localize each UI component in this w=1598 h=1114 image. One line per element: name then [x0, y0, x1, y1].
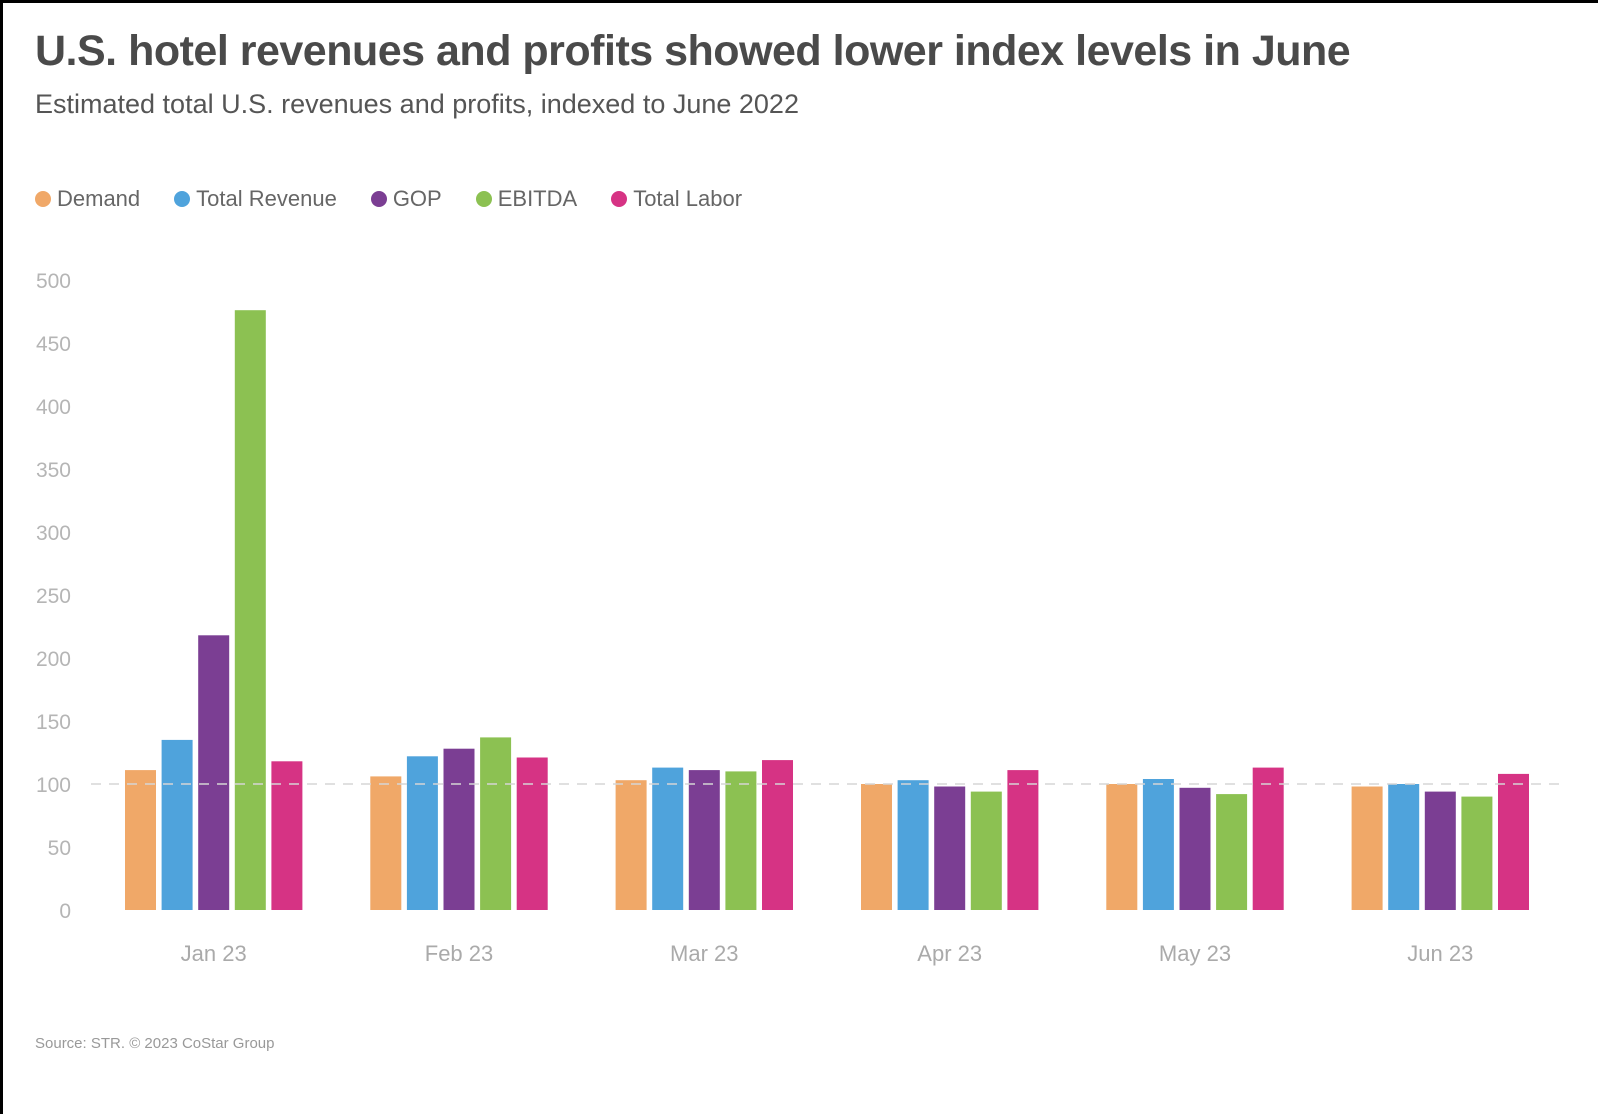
- legend-label-demand: Demand: [57, 186, 141, 211]
- y-tick-label: 250: [36, 585, 71, 608]
- chart-card: U.S. hotel revenues and profits showed l…: [3, 3, 1598, 1114]
- y-tick-label: 350: [36, 459, 71, 482]
- bar-total-revenue: [652, 767, 684, 910]
- legend-swatch-total-revenue: [174, 191, 191, 207]
- bar-total-revenue: [406, 756, 438, 910]
- bar-total-labor: [762, 760, 793, 910]
- x-tick-label: Jan 23: [181, 941, 247, 966]
- bar-total-revenue: [161, 739, 193, 910]
- bar-ebitda: [234, 310, 266, 910]
- bar-ebitda: [970, 791, 1002, 910]
- bar-chart: 0 50 100 150 200 250 300 350 400 450 500 Jan 23 Feb …: [36, 270, 1563, 966]
- x-tick-label: Apr 23: [917, 941, 982, 966]
- y-tick-label: 150: [36, 711, 71, 734]
- legend-swatch-total-labor: [611, 191, 628, 207]
- bar-total-revenue: [897, 780, 929, 910]
- bar-ebitda: [725, 771, 757, 910]
- chart-legend: Demand Total Revenue GOP EBITDA Total La…: [35, 186, 742, 212]
- y-tick-label: 450: [36, 333, 71, 356]
- bar-total-labor: [1007, 770, 1039, 910]
- legend-swatch-gop: [370, 191, 387, 207]
- bar-demand: [615, 780, 647, 910]
- legend-item-total-revenue: Total Revenue: [174, 186, 337, 212]
- bar-gop: [1424, 791, 1456, 910]
- bar-total-labor: [1498, 773, 1529, 910]
- chart-subtitle: Estimated total U.S. revenues and profit…: [35, 89, 799, 119]
- bar-demand: [861, 784, 892, 910]
- bar-total-revenue: [1388, 784, 1420, 910]
- bar-demand: [370, 776, 402, 910]
- y-tick-label: 0: [59, 900, 71, 923]
- legend-item-demand: Demand: [35, 186, 140, 212]
- y-tick-label: 200: [36, 648, 71, 671]
- bar-gop: [688, 770, 720, 910]
- y-tick-label: 100: [36, 774, 71, 797]
- bar-demand: [1106, 784, 1138, 910]
- bar-gop: [1179, 787, 1211, 910]
- legend-item-total-labor: Total Labor: [611, 186, 742, 212]
- legend-label-ebitda: EBITDA: [497, 186, 578, 211]
- y-tick-label: 500: [36, 270, 71, 293]
- source-note: Source: STR. © 2023 CoStar Group: [35, 1035, 275, 1052]
- bar-total-labor: [271, 761, 303, 910]
- legend-label-gop: GOP: [392, 186, 442, 211]
- bar-gop: [198, 635, 230, 910]
- x-tick-label: May 23: [1159, 941, 1231, 966]
- bar-total-labor: [1252, 767, 1284, 910]
- x-tick-label: Mar 23: [670, 941, 738, 966]
- bar-total-labor: [516, 757, 548, 910]
- chart-title: U.S. hotel revenues and profits showed l…: [35, 27, 1351, 75]
- legend-label-total-labor: Total Labor: [633, 186, 743, 211]
- bar-gop: [934, 786, 966, 910]
- bar-demand: [125, 770, 156, 910]
- bar-ebitda: [1461, 796, 1493, 910]
- x-tick-label: Jun 23: [1407, 941, 1473, 966]
- legend-item-ebitda: EBITDA: [475, 186, 578, 212]
- bar-total-revenue: [1142, 779, 1174, 910]
- bar-ebitda: [480, 737, 512, 910]
- legend-item-gop: GOP: [370, 186, 442, 212]
- legend-label-total-revenue: Total Revenue: [196, 186, 337, 211]
- x-tick-label: Feb 23: [425, 941, 494, 966]
- y-tick-label: 300: [36, 522, 71, 545]
- bar-ebitda: [1216, 794, 1248, 910]
- legend-swatch-ebitda: [475, 191, 492, 207]
- y-tick-label: 50: [48, 837, 71, 860]
- legend-swatch-demand: [35, 191, 51, 207]
- bar-demand: [1351, 786, 1383, 910]
- y-tick-label: 400: [36, 396, 71, 419]
- bar-gop: [443, 748, 475, 910]
